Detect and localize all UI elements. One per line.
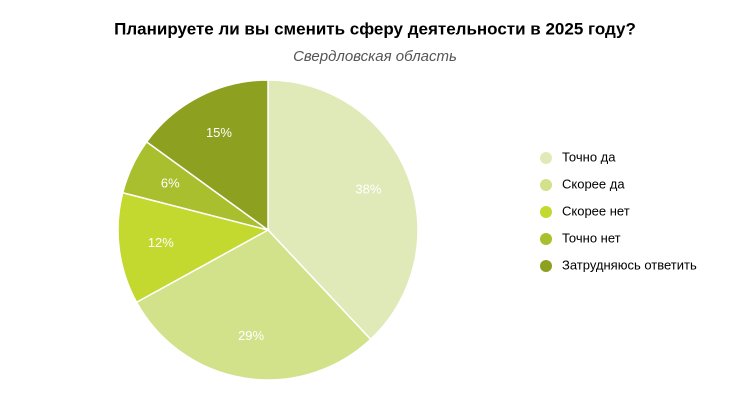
pie-slice [135,229,372,381]
chart-title: Планируете ли вы сменить сферу деятельно… [114,19,636,38]
data-label: 6% [161,175,180,190]
legend-label: Затрудняюсь ответить [562,257,697,272]
legend-label: Скорее нет [562,203,630,218]
chart-subtitle: Свердловская область [293,48,457,65]
pie-slice [145,79,269,232]
legend-marker [540,179,552,191]
legend-marker [540,206,552,218]
legend-marker [540,233,552,245]
data-label: 29% [238,328,264,343]
legend-label: Точно нет [562,230,621,245]
legend-marker [540,260,552,272]
legend-label: Скорее да [562,176,625,191]
pie-slice [117,191,271,304]
legend-marker [540,152,552,164]
data-label: 38% [355,182,381,197]
pie-slice [267,79,419,341]
data-label: 15% [206,125,232,140]
data-label: 12% [148,235,174,250]
legend-label: Точно да [562,149,616,164]
